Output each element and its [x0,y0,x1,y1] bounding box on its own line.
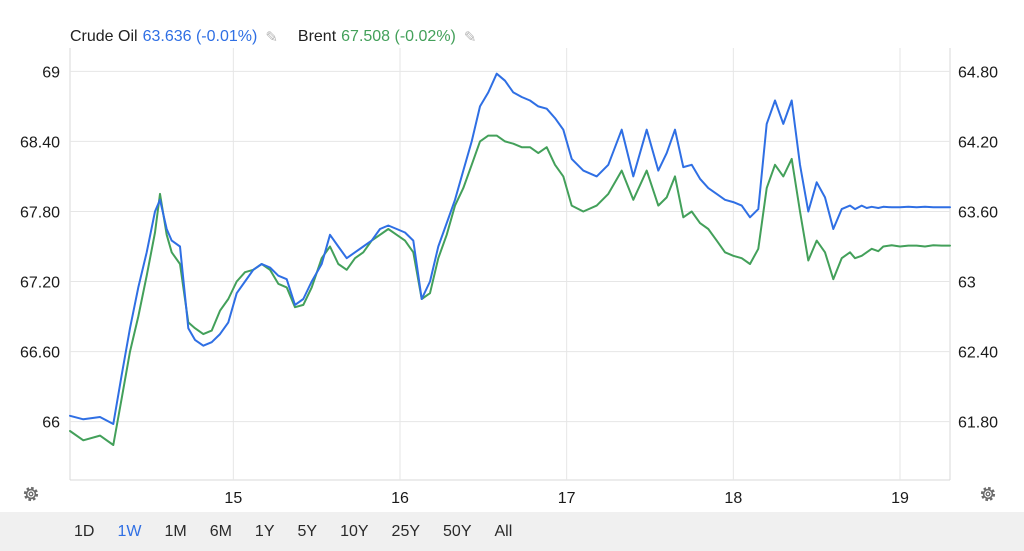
legend-series2-value: 67.508 (-0.02%) [341,28,456,45]
x-axis-tick-label: 16 [391,490,409,507]
right-axis-tick-label: 64.20 [958,134,998,151]
range-button-5y[interactable]: 5Y [297,522,318,540]
range-selector: 1D 1W 1M 6M 1Y 5Y 10Y 25Y 50Y All [0,512,1024,551]
axis-ticks: 69 68.40 67.80 67.20 66.60 66 64.80 64.20 63.60 6… [20,64,998,507]
range-button-1m[interactable]: 1M [164,522,187,540]
right-axis-tick-label: 63.60 [958,204,998,221]
gear-icon[interactable] [21,484,41,504]
gear-icon[interactable] [978,484,998,504]
range-button-1y[interactable]: 1Y [254,522,275,540]
range-button-10y[interactable]: 10Y [340,522,369,540]
left-axis-tick-label: 68.40 [20,134,60,151]
left-axis-tick-label: 66 [42,415,60,432]
range-button-1w[interactable]: 1W [117,522,142,540]
x-axis-tick-label: 18 [724,490,742,507]
chart-grid [69,48,951,481]
range-button-all[interactable]: All [494,522,513,540]
chart-series [69,72,951,446]
x-axis-tick-label: 15 [224,490,242,507]
chart-legend: Crude Oil 63.636 (-0.01%) ✎ Brent 67.508… [70,26,476,48]
x-axis-tick-label: 19 [891,490,909,507]
right-axis-tick-label: 63 [958,275,976,292]
range-button-25y[interactable]: 25Y [391,522,421,540]
series-line-crude-oil [69,72,951,425]
right-axis-tick-label: 61.80 [958,415,998,432]
left-axis-tick-label: 67.20 [20,275,60,292]
chart-area: 69 68.40 67.80 67.20 66.60 66 64.80 64.20 63.60 6… [20,48,998,507]
legend-series1-name: Crude Oil [70,28,138,45]
right-axis-tick-label: 62.40 [958,345,998,362]
left-axis-tick-label: 69 [42,64,60,81]
range-button-6m[interactable]: 6M [209,522,232,540]
pencil-icon[interactable]: ✎ [463,29,477,46]
left-axis-tick-label: 66.60 [20,345,60,362]
range-button-50y[interactable]: 50Y [443,522,472,540]
right-axis-tick-label: 64.80 [958,64,998,81]
range-button-1d[interactable]: 1D [74,522,95,540]
legend-series1-value: 63.636 (-0.01%) [142,28,258,45]
left-axis-tick-label: 67.80 [20,204,60,221]
series-line-brent [69,134,951,446]
pencil-icon[interactable]: ✎ [265,29,278,46]
x-axis-tick-label: 17 [558,490,576,507]
legend-series2-name: Brent [297,28,337,45]
